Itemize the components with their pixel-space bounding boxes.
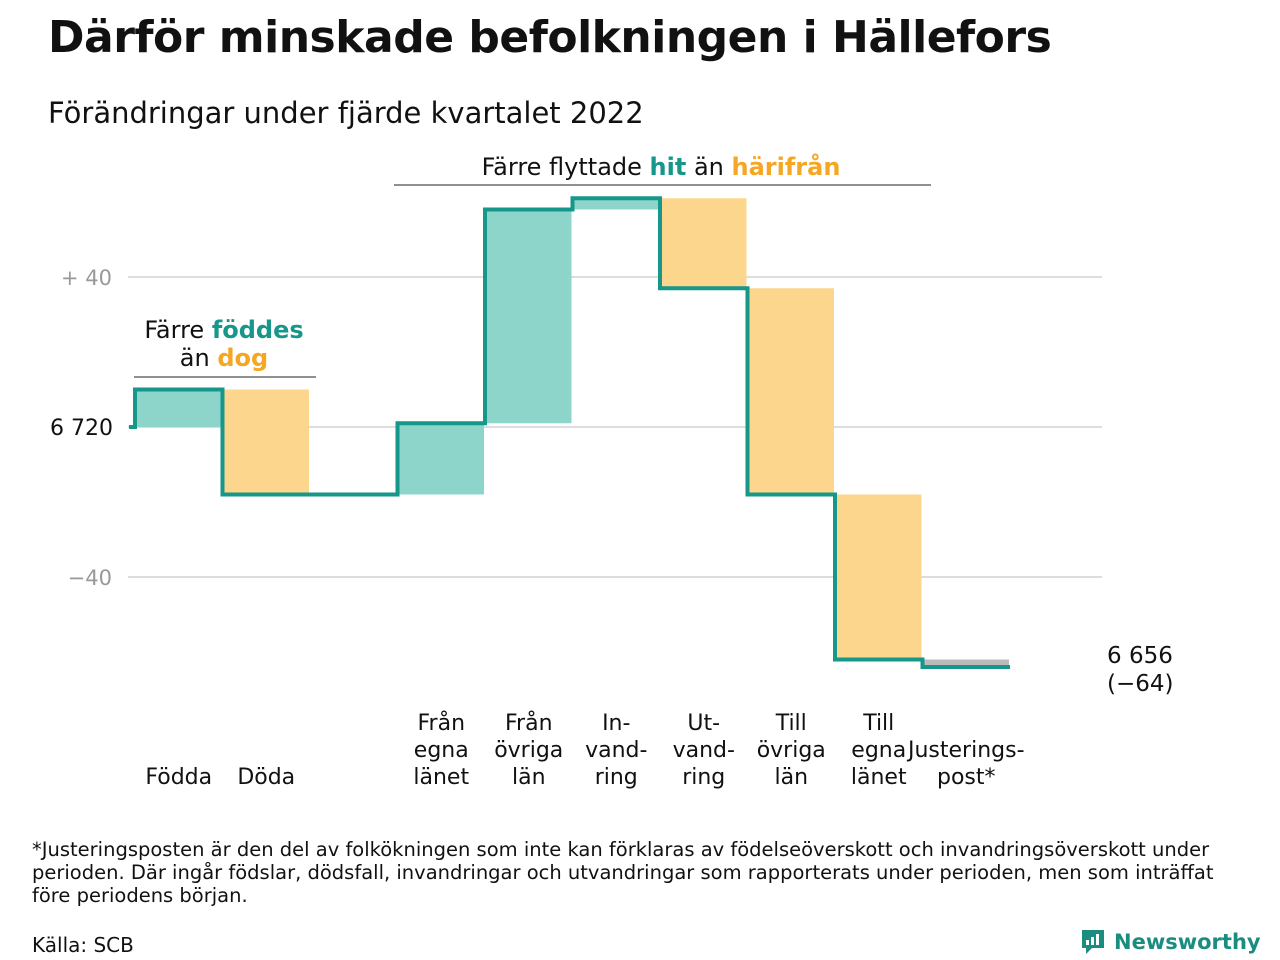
- footnote: *Justeringsposten är den del av folkökni…: [32, 838, 1214, 907]
- chart-title: Därför minskade befolkningen i Hällefors: [48, 12, 1052, 63]
- bar: [747, 288, 834, 495]
- step-line-path: [129, 196, 1010, 669]
- bar: [922, 659, 1009, 667]
- y-tick-label: + 40: [61, 266, 112, 290]
- brand-name: Newsworthy: [1114, 930, 1261, 954]
- brand: Newsworthy: [1080, 928, 1261, 956]
- chart-subtitle: Förändringar under fjärde kvartalet 2022: [48, 96, 644, 130]
- x-tick-label: Födda: [145, 765, 212, 790]
- x-tick-label: egna: [851, 738, 906, 763]
- x-tick-label: övriga: [757, 738, 826, 763]
- x-tick-label: länet: [851, 765, 907, 790]
- bar: [222, 389, 309, 495]
- x-tick-label: Ut-: [687, 711, 720, 736]
- newsworthy-logo-icon: [1082, 930, 1104, 954]
- bar: [135, 389, 222, 427]
- end-change-label: (−64): [1107, 671, 1173, 697]
- bars: [135, 198, 1009, 667]
- x-axis-labels: Födda DödaFrånegnalänetFrånövrigalänIn-va…: [145, 710, 1024, 790]
- x-tick-label: Till: [775, 711, 807, 736]
- y-axis-labels: + 40 −40 6 720 6 656(−64): [50, 266, 1173, 697]
- x-tick-label: vand-: [585, 738, 647, 763]
- x-tick-label: Till: [862, 711, 894, 736]
- bar: [397, 423, 484, 495]
- y-tick-label: −40: [68, 566, 112, 590]
- x-tick-label: län: [774, 765, 808, 790]
- x-tick-label: övriga: [494, 738, 563, 763]
- step-line: [129, 196, 1010, 669]
- annotation-migration: Färre flyttade hit än härifrån: [482, 152, 841, 181]
- x-tick-label: ring: [682, 765, 725, 790]
- bar: [660, 198, 747, 289]
- annotation-births-line2: än dog: [180, 344, 268, 372]
- x-tick-label: Döda: [237, 765, 295, 790]
- x-tick-label: vand-: [673, 738, 735, 763]
- x-tick-label: Från: [505, 710, 553, 736]
- x-tick-label: län: [512, 765, 546, 790]
- x-tick-label: Justerings-: [906, 738, 1025, 763]
- x-tick-label: Från: [417, 710, 465, 736]
- x-tick-label: post*: [937, 765, 996, 790]
- bar: [485, 209, 572, 424]
- end-value-label: 6 656: [1107, 643, 1173, 669]
- bar: [835, 494, 922, 660]
- start-value-label: 6 720: [50, 416, 113, 441]
- x-tick-label: egna: [414, 738, 469, 763]
- annotation-births-line1: Färre föddes: [144, 316, 303, 344]
- x-tick-label: ring: [595, 765, 638, 790]
- source-label: Källa: SCB: [32, 933, 134, 957]
- x-tick-label: In-: [602, 711, 630, 736]
- x-tick-label: länet: [413, 765, 469, 790]
- bar: [572, 198, 659, 210]
